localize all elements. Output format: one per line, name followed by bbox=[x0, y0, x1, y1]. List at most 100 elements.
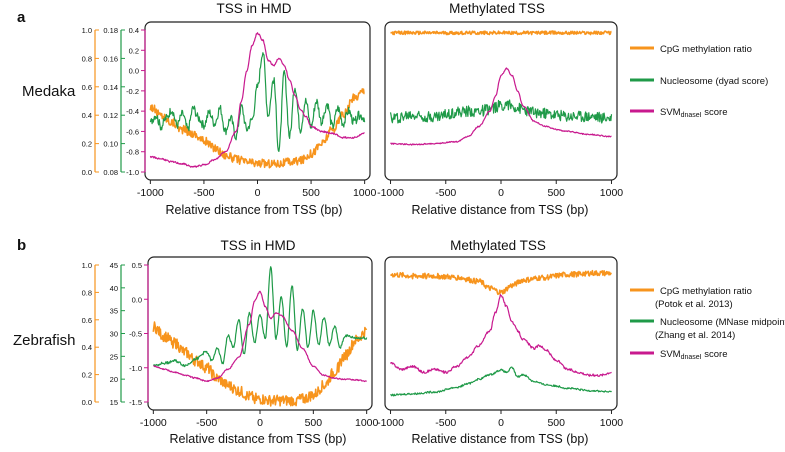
x-tick-label-medaka-left-3: 500 bbox=[302, 187, 320, 199]
x-tick-label-medaka-right-1: -500 bbox=[435, 187, 456, 199]
y-tick-label-nucleosome-zebrafish-2: 25 bbox=[110, 352, 118, 361]
panel-letter-a: a bbox=[17, 9, 26, 26]
legend-label-nucleosome: Nucleosome (dyad score) bbox=[660, 76, 768, 87]
plot-frame-zebrafish-right bbox=[384, 256, 618, 411]
y-tick-label-svm-medaka-7: 0.4 bbox=[129, 26, 139, 35]
x-tick-label-zebrafish-left-3: 500 bbox=[305, 417, 323, 429]
x-tick-label-zebrafish-left-0: -1000 bbox=[140, 417, 167, 429]
xlabel-zebrafish-hmd: Relative distance from TSS (bp) bbox=[170, 432, 347, 446]
y-tick-label-cpg-zebrafish-2: 0.4 bbox=[82, 343, 92, 352]
y-tick-label-nucleosome-medaka-1: 0.10 bbox=[103, 140, 118, 149]
x-tick-label-medaka-right-3: 500 bbox=[547, 187, 565, 199]
series-nucleosome-medaka-right bbox=[389, 99, 613, 124]
y-tick-label-svm-zebrafish-3: 0.0 bbox=[132, 295, 142, 304]
title-medaka-hmd: TSS in HMD bbox=[216, 1, 291, 16]
panel-letter-b: b bbox=[17, 237, 26, 254]
plot-frame-zebrafish-left bbox=[147, 256, 373, 411]
y-tick-label-svm-zebrafish-4: 0.5 bbox=[132, 261, 142, 270]
y-tick-label-nucleosome-zebrafish-4: 35 bbox=[110, 307, 118, 316]
x-tick-label-medaka-left-2: 0 bbox=[255, 187, 261, 199]
legend-label-svm-main: SVM bbox=[660, 349, 681, 360]
y-tick-label-svm-medaka-0: -1.0 bbox=[126, 168, 139, 177]
legend-medaka: CpG methylation ratio Nucleosome (dyad s… bbox=[630, 44, 768, 119]
y-tick-label-cpg-medaka-0: 0.0 bbox=[82, 168, 92, 177]
legend-label-svm-main: SVM bbox=[660, 107, 681, 118]
y-tick-label-cpg-medaka-3: 0.6 bbox=[82, 83, 92, 92]
series-cpg-zebrafish-left bbox=[152, 321, 368, 407]
y-tick-label-svm-medaka-1: -0.8 bbox=[126, 148, 139, 157]
axes-layer: -1000 -500 0 500 1000 -1000 -500 0 500 10000.00.2… bbox=[82, 21, 624, 429]
xlabel-medaka-hmd: Relative distance from TSS (bp) bbox=[166, 203, 343, 217]
series-svm-zebrafish-left bbox=[153, 290, 367, 383]
x-tick-label-zebrafish-right-1: -500 bbox=[435, 417, 456, 429]
x-tick-label-medaka-left-0: -1000 bbox=[137, 187, 164, 199]
y-tick-label-svm-zebrafish-1: -1.0 bbox=[129, 364, 142, 373]
y-tick-label-cpg-zebrafish-4: 0.8 bbox=[82, 288, 92, 297]
legend-label-svm: SVMdnaseI score bbox=[660, 349, 728, 361]
species-label-medaka: Medaka bbox=[22, 83, 76, 100]
y-tick-label-cpg-medaka-5: 1.0 bbox=[82, 26, 92, 35]
x-tick-label-medaka-right-2: 0 bbox=[498, 187, 504, 199]
y-tick-label-cpg-zebrafish-5: 1.0 bbox=[82, 261, 92, 270]
x-tick-label-zebrafish-left-1: -500 bbox=[196, 417, 217, 429]
title-zebrafish-hmd: TSS in HMD bbox=[220, 238, 295, 253]
xlabel-zebrafish-methylated: Relative distance from TSS (bp) bbox=[412, 432, 589, 446]
x-tick-label-medaka-left-1: -500 bbox=[193, 187, 214, 199]
y-tick-label-nucleosome-zebrafish-3: 30 bbox=[110, 330, 118, 339]
x-tick-label-zebrafish-left-4: 1000 bbox=[355, 417, 379, 429]
y-tick-label-svm-medaka-4: -0.2 bbox=[126, 87, 139, 96]
legend-zebrafish: CpG methylation ratio (Potok et al. 2013… bbox=[630, 286, 785, 361]
series-cpg-medaka-right bbox=[390, 30, 612, 36]
x-tick-label-zebrafish-right-4: 1000 bbox=[600, 417, 624, 429]
series-cpg-medaka-left bbox=[149, 88, 365, 169]
series-svm-zebrafish-right bbox=[389, 294, 612, 377]
y-tick-label-nucleosome-medaka-2: 0.12 bbox=[103, 111, 118, 120]
species-label-zebrafish: Zebrafish bbox=[13, 332, 76, 349]
y-tick-label-cpg-medaka-1: 0.2 bbox=[82, 140, 92, 149]
series-layer bbox=[149, 30, 613, 407]
x-tick-label-zebrafish-right-3: 500 bbox=[547, 417, 565, 429]
title-zebrafish-methylated: Methylated TSS bbox=[450, 238, 546, 253]
xlabel-medaka-methylated: Relative distance from TSS (bp) bbox=[412, 203, 589, 217]
legend-label-svm: SVMdnaseI score bbox=[660, 107, 728, 119]
y-tick-label-cpg-zebrafish-0: 0.0 bbox=[82, 398, 92, 407]
plot-frame-medaka-right bbox=[384, 21, 618, 181]
legend-label-svm-sub: dnaseI bbox=[681, 112, 702, 119]
y-tick-label-svm-medaka-2: -0.6 bbox=[126, 127, 139, 136]
y-tick-label-cpg-zebrafish-3: 0.6 bbox=[82, 316, 92, 325]
y-tick-label-nucleosome-zebrafish-0: 15 bbox=[110, 398, 118, 407]
series-cpg-zebrafish-right bbox=[389, 269, 612, 296]
title-medaka-methylated: Methylated TSS bbox=[449, 1, 545, 16]
series-nucleosome-zebrafish-left bbox=[152, 266, 368, 368]
y-tick-label-nucleosome-medaka-0: 0.08 bbox=[103, 168, 118, 177]
y-tick-label-nucleosome-zebrafish-5: 40 bbox=[110, 284, 118, 293]
legend-label-nucleosome: Nucleosome (MNase midpoint) bbox=[660, 317, 785, 328]
x-tick-label-zebrafish-left-2: 0 bbox=[257, 417, 263, 429]
x-tick-label-medaka-right-4: 1000 bbox=[600, 187, 624, 199]
x-tick-label-medaka-left-4: 1000 bbox=[353, 187, 377, 199]
legend-label-svm-suffix: score bbox=[702, 349, 728, 360]
series-svm-medaka-right bbox=[390, 67, 612, 146]
x-tick-label-zebrafish-right-2: 0 bbox=[498, 417, 504, 429]
legend-label-cpg: CpG methylation ratio bbox=[660, 286, 752, 297]
y-tick-label-nucleosome-medaka-4: 0.16 bbox=[103, 54, 118, 63]
y-tick-label-nucleosome-medaka-3: 0.14 bbox=[103, 83, 118, 92]
series-nucleosome-medaka-left bbox=[149, 52, 366, 152]
y-tick-label-cpg-medaka-2: 0.4 bbox=[82, 111, 92, 120]
y-tick-label-nucleosome-medaka-5: 0.18 bbox=[103, 26, 118, 35]
plot-frame-medaka-left bbox=[144, 21, 371, 181]
series-svm-medaka-left bbox=[149, 32, 365, 168]
legend-label-cpg-source: (Potok et al. 2013) bbox=[655, 299, 733, 310]
legend-label-nucleosome-source: (Zhang et al. 2014) bbox=[655, 330, 735, 341]
y-tick-label-nucleosome-zebrafish-1: 20 bbox=[110, 375, 118, 384]
legend-label-svm-sub: dnaseI bbox=[681, 354, 702, 361]
legend-label-cpg: CpG methylation ratio bbox=[660, 44, 752, 55]
y-tick-label-nucleosome-zebrafish-6: 45 bbox=[110, 261, 118, 270]
y-tick-label-cpg-medaka-4: 0.8 bbox=[82, 54, 92, 63]
x-tick-label-zebrafish-right-0: -1000 bbox=[377, 417, 404, 429]
y-tick-label-svm-medaka-5: 0.0 bbox=[129, 67, 139, 76]
labels-layer: a Medaka TSS in HMD Methylated TSS Relat… bbox=[13, 1, 785, 446]
y-tick-label-svm-zebrafish-0: -1.5 bbox=[129, 398, 142, 407]
y-tick-label-cpg-zebrafish-1: 0.2 bbox=[82, 371, 92, 380]
